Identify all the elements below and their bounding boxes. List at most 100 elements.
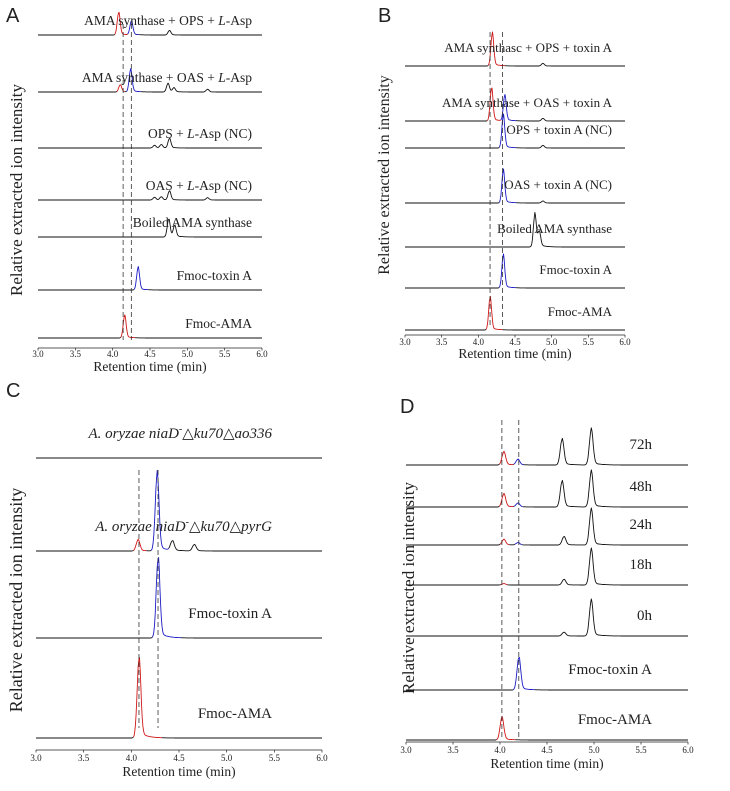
panel-a-trace-label: Boiled AMA synthase [133, 215, 252, 230]
panel-d-trace-label: 24h [630, 517, 653, 533]
label-text: Fmoc-toxin A [568, 662, 652, 678]
panel-a-x-tick-label: 3.0 [32, 349, 44, 359]
panel-b-trace-label: Fmoc-toxin A [539, 262, 612, 277]
panel-a-x-tick-label: 6.0 [256, 349, 268, 359]
panel-b-trace-label: AMA synthase + OAS + toxin A [442, 95, 613, 110]
label-text: AMA synthase + OAS + toxin A [442, 95, 613, 110]
panel-c-trace-1-segment-0 [36, 550, 134, 552]
label-text: 72h [630, 437, 653, 453]
label-text: 0h [637, 608, 653, 624]
panel-b-trace-label: AMA synthasc + OPS + toxin A [444, 40, 612, 55]
panel-a-x-tick-label: 3.5 [70, 349, 82, 359]
panel-d-trace-0-segment-4 [523, 427, 688, 466]
label-text: Boiled AMA synthase [133, 215, 252, 230]
panel-a-trace-5-segment-1 [133, 266, 149, 291]
label-text: 18h [630, 557, 653, 573]
panel-a-trace-0-segment-2 [127, 20, 140, 36]
panel-b-x-tick-label: 3.0 [399, 337, 411, 347]
panel-c-trace-label: Fmoc-toxin A [188, 606, 272, 622]
panel-d-x-tick-label: 4.0 [494, 745, 506, 755]
panel-c-y-axis-label: Relative extracted ion intensity [6, 488, 26, 712]
panel-d-trace-6-segment-1 [496, 715, 516, 741]
panel-d-y-axis-label: Relative extracted ion intensity [399, 482, 418, 694]
panel-c-x-tick-label: 4.5 [173, 753, 185, 763]
panel-a-trace-label: AMA synthase + OAS + L-Asp [82, 70, 252, 85]
italic-l: L [186, 178, 195, 193]
panel-a-trace-3-segment-0 [38, 190, 262, 201]
panel-d-trace-label: 48h [630, 479, 653, 495]
panel-a-trace-6-segment-1 [120, 314, 136, 339]
panel-d-x-tick-label: 4.5 [541, 745, 553, 755]
panel-c-trace-1-segment-1 [133, 538, 147, 552]
panel-a-trace-0-segment-1 [114, 11, 128, 35]
panel-a-trace-label: Fmoc-toxin A [177, 268, 253, 283]
panel-d-trace-1-segment-4 [522, 469, 688, 508]
panel-c-trace-2-segment-1 [151, 557, 181, 639]
panel-a-trace-label: AMA synthase + OPS + L-Asp [84, 13, 252, 28]
label-text: AMA synthase + OAS + [82, 70, 218, 85]
panel-a-x-tick-label: 4.5 [144, 349, 156, 359]
panel-b-trace-2-segment-0 [405, 146, 500, 149]
panel-d-letter: D [400, 396, 414, 418]
panel-b-trace-0-segment-0 [405, 64, 489, 67]
label-text: Fmoc-AMA [185, 316, 252, 331]
panel-c-letter: C [6, 380, 20, 402]
panel-a-trace-0-segment-0 [38, 33, 116, 36]
panel-a-trace-label: OAS + L-Asp (NC) [146, 178, 252, 193]
panel-b: B Relative extracted ion intensity 3.0 3.5… [376, 5, 631, 361]
trace-label-species: A. oryzae niaD [94, 519, 186, 535]
label-text: OPS + toxin A (NC) [506, 122, 612, 137]
label-text: AMA synthasc + OPS + toxin A [444, 40, 612, 55]
trace-label-superscript: - [179, 424, 182, 435]
panel-b-x-tick-label: 4.0 [473, 337, 485, 347]
panel-b-trace-0-segment-2 [505, 62, 625, 67]
panel-b-trace-label: OAS + toxin A (NC) [504, 177, 612, 192]
panel-c-trace-3-segment-0 [36, 736, 134, 739]
panel-a: A Relative extracted ion intensity 3.0 3.5… [6, 5, 268, 374]
panel-b-x-tick-label: 5.5 [583, 337, 595, 347]
panel-b-y-axis-label: Relative extracted ion intensity [376, 75, 393, 275]
label-text: Fmoc-AMA [548, 304, 613, 319]
panel-a-x-tick-label: 4.0 [107, 349, 119, 359]
panel-b-x-tick-label: 5.0 [546, 337, 558, 347]
asp-text: -Asp [226, 13, 252, 28]
label-text: Fmoc-AMA [578, 712, 652, 728]
panel-d-trace-3-segment-2 [507, 547, 688, 586]
panel-b-trace-4-segment-0 [405, 211, 625, 248]
panel-d-trace-label: Fmoc-toxin A [568, 662, 652, 678]
panel-a-x-tick-label: 5.0 [182, 349, 194, 359]
panel-d-trace-label: 18h [630, 557, 653, 573]
panel-d-trace-0-segment-0 [406, 463, 500, 466]
panel-b-trace-2-segment-2 [516, 144, 625, 149]
label-text: OPS + [148, 126, 187, 141]
panel-a-trace-6-segment-0 [38, 337, 121, 339]
panel-b-trace-1-segment-1 [486, 87, 502, 121]
panel-a-trace-1-segment-4 [140, 82, 262, 93]
panel-b-trace-1-segment-3 [516, 117, 625, 122]
panel-c-trace-1-segment-4 [168, 540, 322, 552]
panel-a-trace-4-segment-0 [38, 218, 262, 238]
panel-d-trace-label: 72h [630, 437, 653, 453]
panel-a-trace-label: OPS + L-Asp (NC) [148, 126, 252, 141]
panel-c-x-tick-label: 3.0 [30, 753, 42, 763]
panel-b-trace-3-segment-1 [498, 168, 516, 204]
asp-text: -Asp [195, 126, 221, 141]
panel-c-trace-label: Fmoc-AMA [198, 706, 272, 722]
panel-b-trace-5-segment-0 [405, 286, 500, 289]
panel-d-trace-2-segment-4 [522, 507, 688, 546]
panel-c-x-tick-label: 5.0 [221, 753, 233, 763]
panel-c-x-tick-label: 6.0 [316, 753, 328, 763]
label-text: OAS + toxin A (NC) [504, 177, 612, 192]
trace-label-superscript: - [186, 517, 189, 528]
panel-c-x-tick-label: 4.0 [126, 753, 138, 763]
panel-c-trace-label: A. oryzae niaD-△ku70△pyrG [94, 517, 272, 535]
panel-d: D Relative extracted ion intensity 3.0 3.5… [399, 396, 694, 771]
panel-c-trace-3-segment-1 [132, 657, 162, 739]
panel-a-letter: A [6, 5, 20, 27]
panel-d-x-tick-label: 6.0 [682, 745, 694, 755]
panel-d-x-tick-label: 5.0 [588, 745, 600, 755]
panel-c: C Relative extracted ion intensity 3.0 3.5… [6, 380, 328, 779]
trace-label-genotype: △ku70△pyrG [189, 519, 272, 535]
panel-b-x-tick-label: 6.0 [619, 337, 631, 347]
